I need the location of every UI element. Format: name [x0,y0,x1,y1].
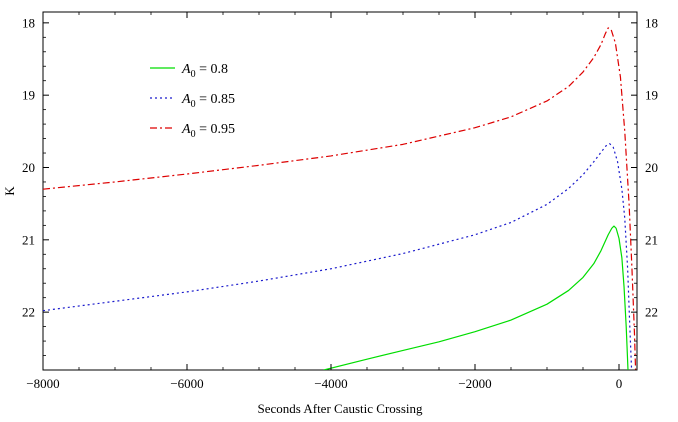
series-line-1 [323,225,629,370]
y-tick-label: 21 [22,232,35,247]
y-tick-label-right: 18 [645,15,658,30]
legend-label-3: A0 = 0.95 [181,122,235,140]
x-axis-title: Seconds After Caustic Crossing [257,401,423,416]
series-layer [43,27,637,370]
y-tick-label-right: 21 [645,232,658,247]
x-tick-label: −2000 [458,376,491,391]
legend: A0 = 0.8 A0 = 0.85 A0 = 0.95 [150,62,235,140]
x-tick-label: −6000 [170,376,203,391]
legend-label-1: A0 = 0.8 [181,62,228,80]
y-tick-label: 19 [22,88,35,103]
y-tick-label: 22 [22,305,35,320]
plot-frame [42,11,638,371]
x-tick-label: −8000 [26,376,59,391]
plot-border [42,11,638,371]
y-tick-label-right: 22 [645,305,658,320]
series-line-3 [43,27,637,370]
axes-layer: −8000 −6000 −4000 −2000 0 18 18 19 19 20 20 21 21 22 2… [22,12,658,391]
series-line-2 [43,143,633,370]
y-tick-label: 20 [22,160,35,175]
y-tick-label: 18 [22,15,35,30]
legend-label-2: A0 = 0.85 [181,92,235,110]
y-tick-label-right: 19 [645,88,658,103]
x-tick-label: 0 [616,376,623,391]
x-tick-label: −4000 [314,376,347,391]
y-tick-label-right: 20 [645,160,658,175]
y-axis-title: K [2,186,17,196]
